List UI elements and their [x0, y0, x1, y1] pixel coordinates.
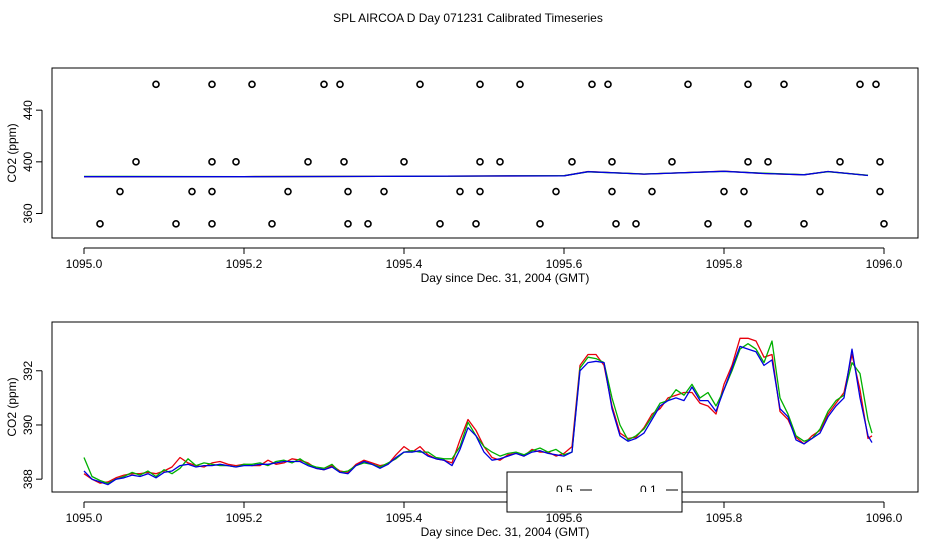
x-axis-label: Day since Dec. 31, 2004 (GMT) [421, 271, 590, 285]
calibration-point [208, 187, 216, 196]
calibration-point [684, 80, 692, 89]
calibration-point [188, 187, 196, 196]
x-tick-label: 1095.4 [386, 257, 423, 271]
calibration-point [208, 158, 216, 166]
series-line-blue [83, 345, 873, 486]
x-tick-label: 1095.6 [546, 511, 583, 525]
y-tick-label: 400 [21, 152, 35, 172]
top-panel: 1095.0 1095.2 1095.4 1095.6 1095.8 1096.0 Day … [5, 67, 919, 285]
calibration-point [268, 220, 276, 228]
calibration-point [380, 187, 388, 196]
calibration-point [876, 187, 884, 196]
y-tick-label: 390 [21, 415, 35, 435]
calibration-point [116, 187, 124, 196]
x-tick-label: 1095.4 [386, 511, 423, 525]
calibration-point [304, 158, 312, 166]
calibration-point [340, 158, 348, 166]
calibration-point [608, 187, 616, 196]
calibration-point [344, 220, 352, 228]
calibration-point [476, 158, 484, 166]
calibration-point [588, 80, 596, 89]
y-tick-label: 388 [21, 469, 35, 489]
y-tick-label: 360 [21, 203, 35, 223]
calibration-point [880, 220, 888, 228]
calibration-point [608, 158, 616, 166]
bottom-panel: 1095.0 1095.2 1095.4 1095.6 1095.8 1096.0 Day … [5, 321, 919, 539]
calibration-point [604, 80, 612, 89]
y-axis-label: CO2 (ppm) [5, 123, 19, 182]
y-tick-label: 392 [21, 360, 35, 380]
calibration-point [208, 80, 216, 89]
calibration-point [744, 80, 752, 89]
calibration-point [552, 187, 560, 196]
x-tick-label: 1095.2 [226, 511, 263, 525]
calibration-point [284, 187, 292, 196]
plot-frame [51, 67, 919, 239]
calibration-point [400, 158, 408, 166]
calibration-point [876, 158, 884, 166]
y-tick-label: 440 [21, 100, 35, 120]
legend-entry-2: 0.1 [640, 483, 657, 497]
calibration-point [780, 80, 788, 89]
calibration-point [336, 80, 344, 89]
calibration-point [476, 80, 484, 89]
series-line-green [83, 340, 873, 484]
calibration-point [744, 158, 752, 166]
calibration-point [856, 80, 864, 89]
x-axis-label: Day since Dec. 31, 2004 (GMT) [421, 525, 590, 539]
calibration-point [248, 80, 256, 89]
calibration-point [568, 158, 576, 166]
calibration-point [476, 187, 484, 196]
x-tick-label: 1095.8 [706, 511, 743, 525]
series-line-blue [84, 170, 869, 178]
calibration-point [740, 187, 748, 196]
calibration-point [436, 220, 444, 228]
calibration-point [536, 220, 544, 228]
calibration-point [456, 187, 464, 196]
calibration-point [320, 80, 328, 89]
calibration-point [668, 158, 676, 166]
plot-frame [51, 321, 919, 493]
calibration-point [648, 187, 656, 196]
calibration-point [800, 220, 808, 228]
calibration-point [344, 187, 352, 196]
calibration-point [208, 220, 216, 228]
x-tick-label: 1095.0 [66, 511, 103, 525]
x-tick-label: 1095.0 [66, 257, 103, 271]
x-tick-label: 1095.2 [226, 257, 263, 271]
calibration-point [632, 220, 640, 228]
x-tick-label: 1096.0 [866, 511, 903, 525]
calibration-point [816, 187, 824, 196]
x-tick-label: 1095.6 [546, 257, 583, 271]
calibration-point [496, 158, 504, 166]
calibration-point [704, 220, 712, 228]
calibration-point [744, 220, 752, 228]
legend-entry-1: 0.5 [556, 483, 573, 497]
calibration-point [612, 220, 620, 228]
y-axis-label: CO2 (ppm) [5, 377, 19, 436]
calibration-point [516, 80, 524, 89]
calibration-point [416, 80, 424, 89]
calibration-point [232, 158, 240, 166]
calibration-point [96, 220, 104, 228]
calibration-point [364, 220, 372, 228]
legend-box: 0.5 0.1 [506, 471, 683, 513]
calibration-point [872, 80, 880, 89]
legend-frame [506, 471, 683, 513]
calibration-point [720, 187, 728, 196]
x-tick-label: 1096.0 [866, 257, 903, 271]
x-tick-label: 1095.8 [706, 257, 743, 271]
chart-title: SPL AIRCOA D Day 071231 Calibrated Times… [333, 11, 603, 25]
calibration-point [836, 158, 844, 166]
calibration-point [764, 158, 772, 166]
calibration-point [472, 220, 480, 228]
calibration-point [172, 220, 180, 228]
calibration-point [152, 80, 160, 89]
series-line-red [83, 337, 873, 484]
calibration-point [132, 158, 140, 166]
